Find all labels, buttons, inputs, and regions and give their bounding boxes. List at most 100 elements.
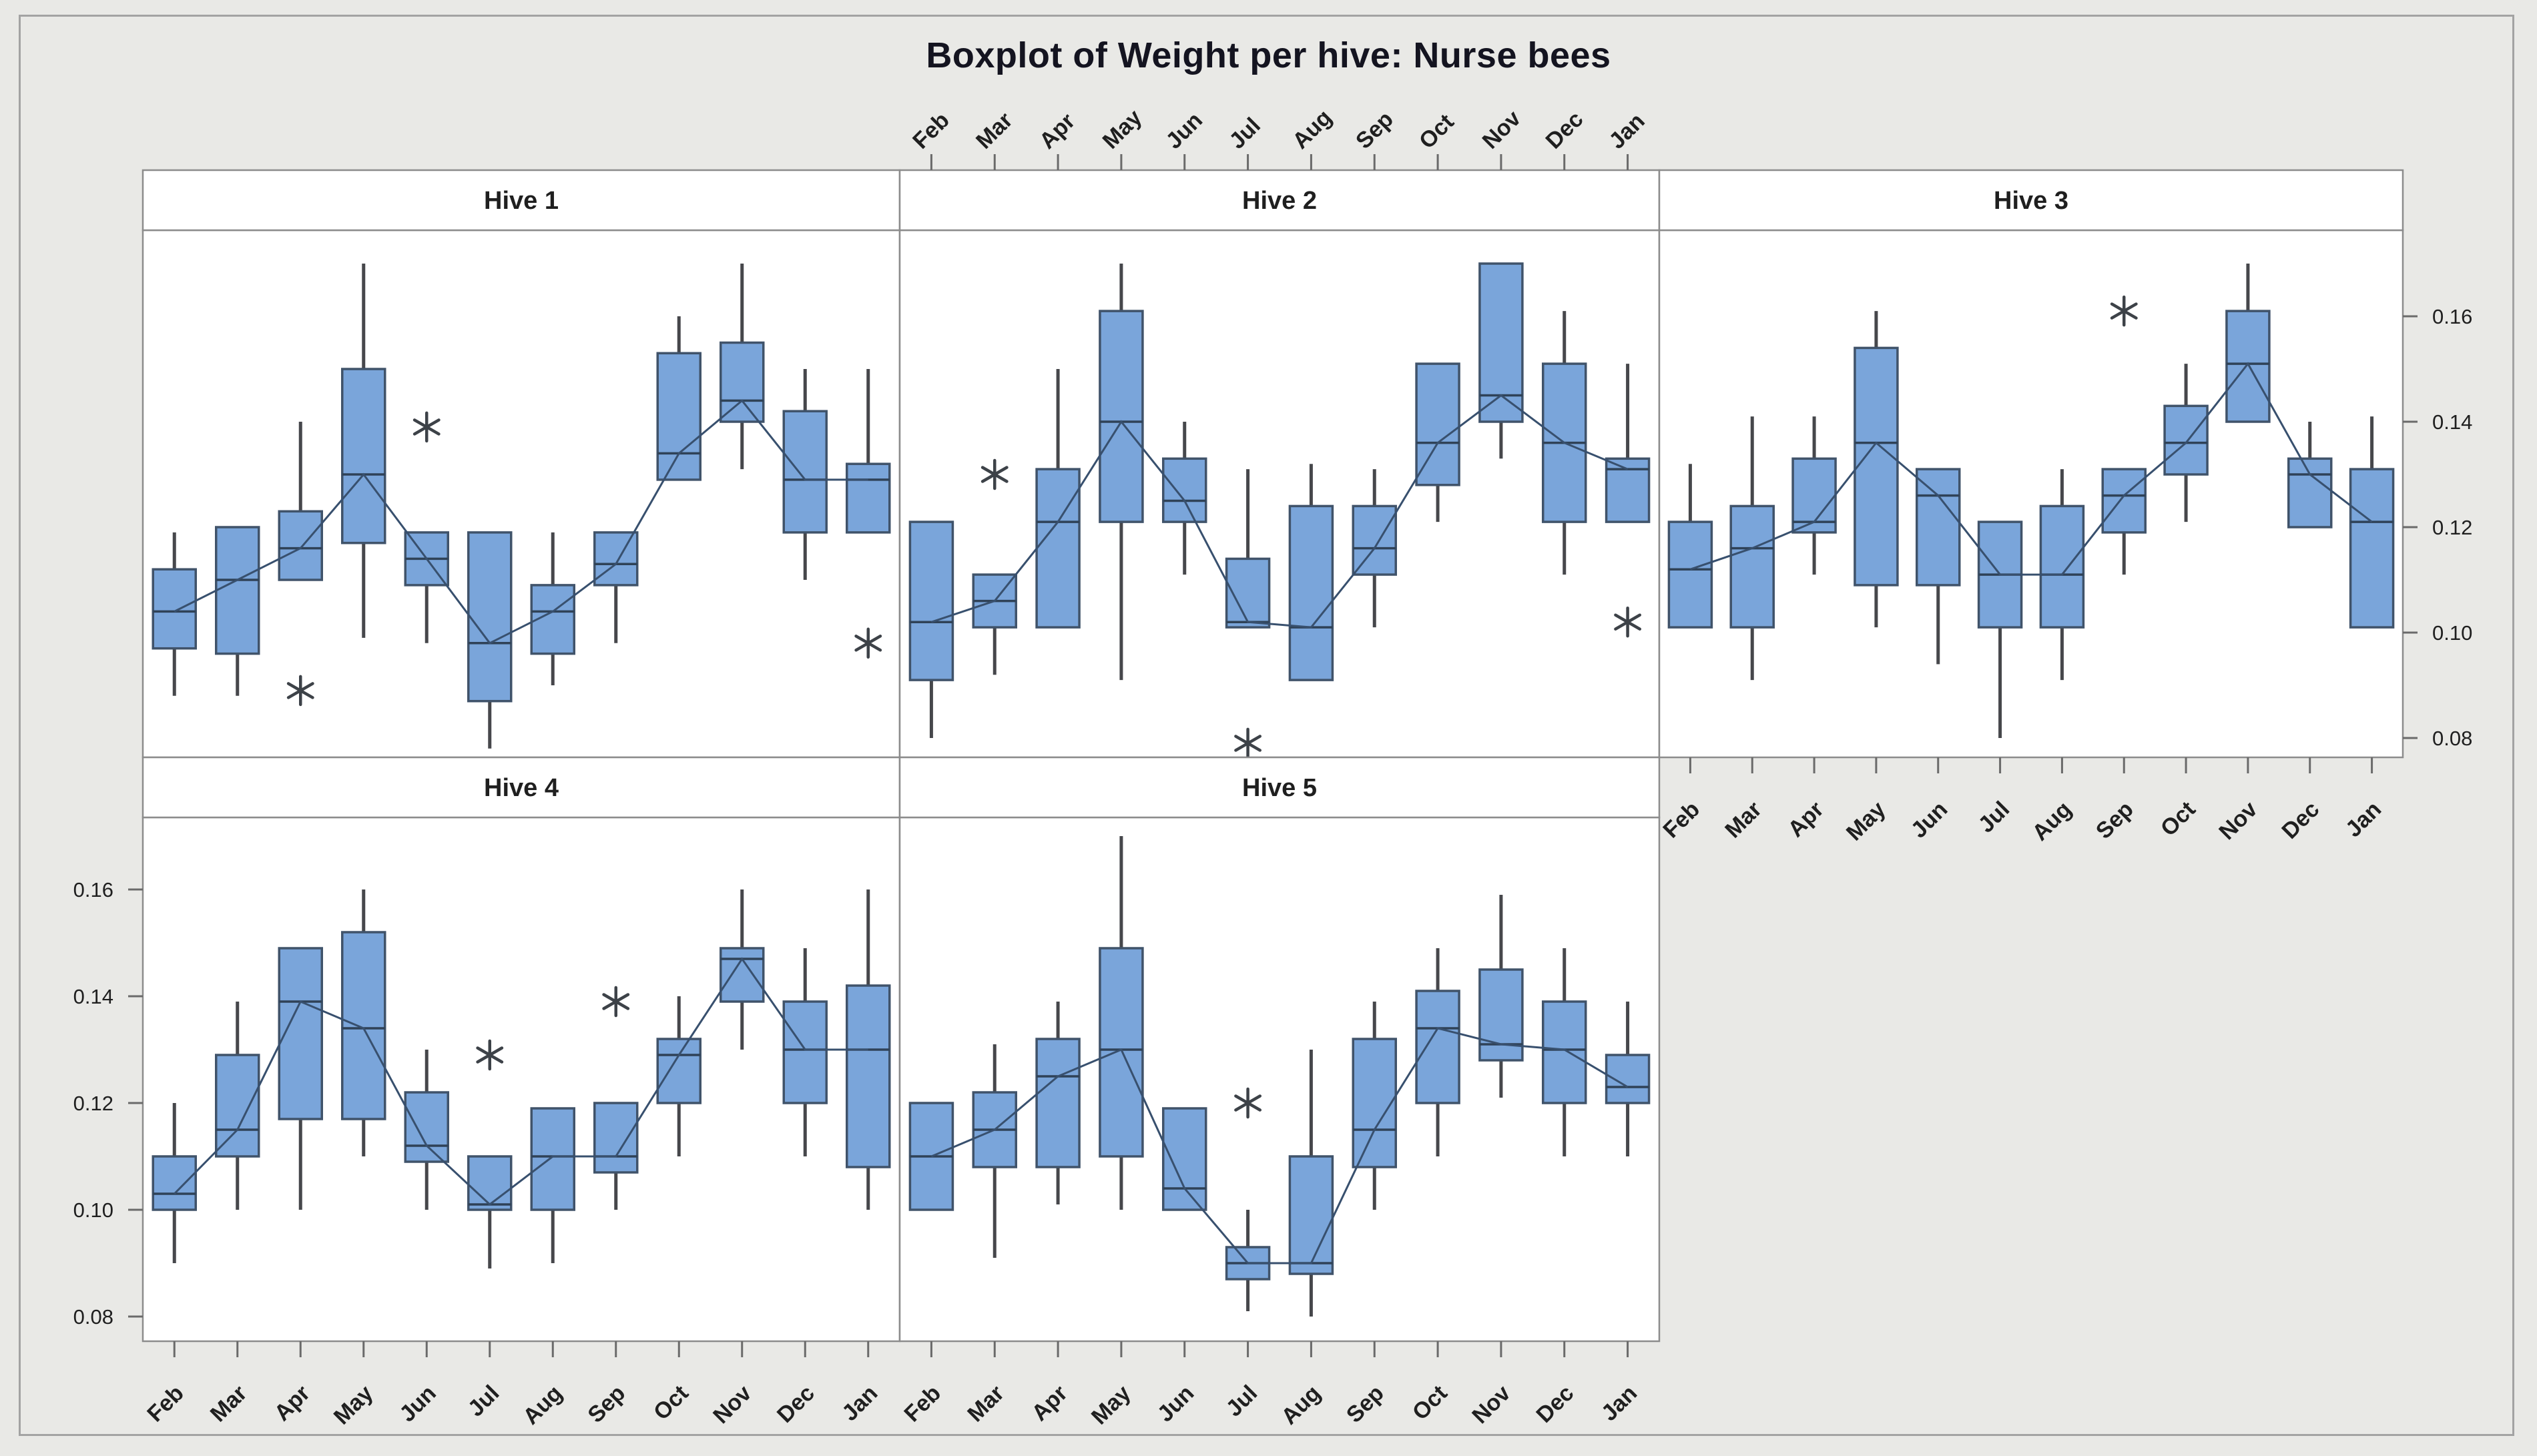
box	[152, 568, 197, 650]
box	[782, 1000, 828, 1104]
x-tick-label: Oct	[2156, 797, 2201, 841]
panel-header	[1658, 169, 2404, 232]
x-tick-label: Jul	[1224, 113, 1265, 154]
y-tick-label: 0.12	[73, 1092, 113, 1115]
box	[1605, 1054, 1651, 1104]
y-tick-label: 0.16	[2432, 305, 2472, 328]
box	[2287, 457, 2333, 528]
x-tick-label: Dec	[1531, 1381, 1579, 1428]
outlier-asterisk-stroke	[854, 635, 882, 652]
x-tick-label: Mar	[206, 1381, 252, 1427]
x-tick-label: Apr	[1035, 108, 1080, 153]
box	[1352, 504, 1397, 576]
panel-header	[898, 169, 1661, 232]
panel-body	[898, 229, 1661, 759]
box	[1162, 1107, 1207, 1211]
y-tick-label: 0.14	[2432, 410, 2472, 434]
x-tick-label: Jul	[1974, 797, 2015, 838]
box	[656, 352, 701, 481]
box	[782, 410, 828, 534]
box	[404, 1091, 449, 1163]
box	[846, 462, 891, 534]
x-tick-label: Aug	[518, 1381, 567, 1430]
x-tick-label: Apr	[270, 1381, 315, 1426]
x-tick-label: Jul	[463, 1381, 505, 1422]
box	[1542, 1000, 1587, 1104]
panel-header	[898, 756, 1661, 819]
outlier-asterisk-stroke	[1614, 613, 1642, 631]
x-tick-label: May	[1842, 797, 1891, 846]
box	[341, 931, 386, 1120]
box	[593, 531, 639, 587]
x-tick-label: Nov	[2214, 797, 2262, 845]
x-tick-label: Mar	[1720, 797, 1767, 843]
x-tick-label: Nov	[1467, 1381, 1515, 1429]
x-tick-label: Nov	[708, 1381, 756, 1429]
panel-title: Hive 3	[1994, 187, 2068, 215]
box	[846, 984, 891, 1168]
x-tick-label: Aug	[1276, 1381, 1326, 1430]
outlier-asterisk-stroke	[476, 1046, 504, 1064]
median-connect-line	[930, 1027, 1629, 1264]
x-tick-label: Sep	[583, 1381, 630, 1428]
box	[467, 1155, 513, 1211]
x-tick-label: Oct	[1408, 1381, 1452, 1425]
x-tick-label: Oct	[1414, 109, 1459, 154]
box	[593, 1102, 639, 1174]
box	[2349, 468, 2395, 629]
y-tick-label: 0.10	[2432, 621, 2472, 645]
chart-title: Boxplot of Weight per hive: Nurse bees	[926, 35, 1611, 75]
outlier-asterisk-stroke	[412, 418, 441, 436]
outlier-asterisk-stroke	[1234, 1094, 1262, 1112]
box	[2225, 310, 2271, 423]
x-tick-label: Jan	[1604, 108, 1649, 153]
box	[341, 368, 386, 544]
y-tick-label: 0.16	[73, 878, 113, 901]
x-tick-label: Sep	[1351, 107, 1398, 154]
x-tick-label: Jan	[2341, 797, 2386, 842]
y-tick-label: 0.08	[2432, 727, 2472, 750]
panel-title: Hive 2	[1242, 187, 1317, 215]
box	[215, 1054, 260, 1158]
x-tick-label: Aug	[2027, 797, 2076, 846]
x-tick-label: Mar	[962, 1381, 1009, 1427]
box	[1288, 1155, 1334, 1275]
box	[1099, 310, 1144, 523]
x-tick-label: Feb	[142, 1381, 189, 1427]
box	[215, 526, 260, 655]
y-tick-label: 0.12	[2432, 516, 2472, 539]
box	[1916, 468, 1961, 587]
x-tick-label: May	[1098, 105, 1147, 154]
y-tick-label: 0.10	[73, 1198, 113, 1222]
panel-body	[142, 229, 901, 759]
box	[1729, 504, 1775, 629]
box	[2101, 468, 2147, 534]
outlier-asterisk-stroke	[286, 682, 314, 699]
x-tick-label: Dec	[772, 1381, 820, 1428]
box	[2163, 404, 2209, 476]
x-tick-label: May	[329, 1381, 378, 1430]
x-tick-label: Dec	[1541, 107, 1589, 154]
panel-title: Hive 1	[484, 187, 559, 215]
x-tick-label: Apr	[1783, 797, 1828, 842]
y-tick-label: 0.08	[73, 1305, 113, 1329]
x-tick-label: Jul	[1221, 1381, 1263, 1422]
box	[1035, 468, 1081, 629]
box	[467, 531, 513, 703]
x-tick-label: Sep	[1342, 1381, 1389, 1428]
box	[1478, 262, 1524, 423]
box	[720, 947, 765, 1003]
x-tick-label: Jun	[1153, 1381, 1199, 1427]
x-tick-label: Jun	[1161, 107, 1208, 154]
panel-title: Hive 5	[1242, 774, 1317, 802]
box	[1099, 947, 1144, 1158]
box	[656, 1038, 701, 1104]
x-tick-label: Feb	[908, 107, 954, 154]
outlier-asterisk-stroke	[1234, 735, 1262, 752]
box	[2039, 504, 2085, 629]
panel-title: Hive 4	[484, 774, 559, 802]
panel-header	[142, 756, 901, 819]
x-tick-label: Sep	[2091, 797, 2139, 844]
